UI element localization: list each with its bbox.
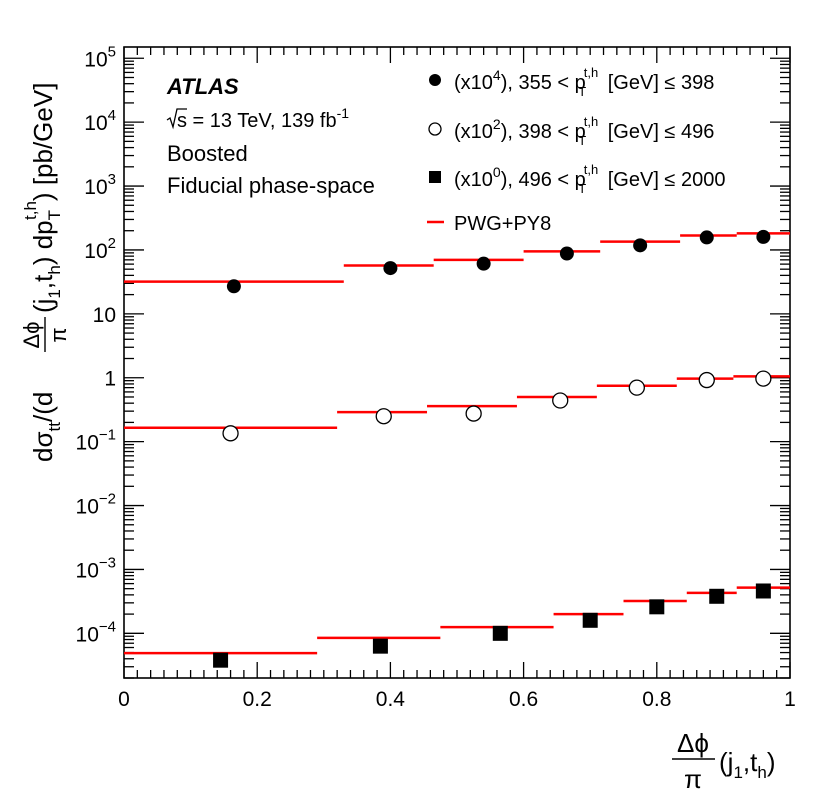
- data-point-open-circle: [628, 379, 645, 396]
- x-axis: 0 0.2 0.4 0.6 0.8 1: [118, 47, 796, 711]
- data-markers: [213, 229, 772, 668]
- data-point-filled-square: [492, 625, 508, 641]
- data-point-filled-square: [709, 588, 725, 604]
- y-tick-label: 10−3: [76, 554, 116, 582]
- y-tick-label: 105: [84, 43, 116, 71]
- data-point-filled-circle: [476, 256, 491, 271]
- x-label-denominator: π: [684, 764, 702, 794]
- fiducial-label: Fiducial phase-space: [167, 173, 375, 198]
- data-point-filled-square: [213, 652, 229, 668]
- sqrt-symbol: [166, 108, 187, 130]
- legend-entry-4: PWG+PY8: [454, 213, 551, 235]
- legend-marker-filled-square: [429, 171, 441, 183]
- y-axis: 10−4 10−3 10−2 10−1 1 10 102 103 104 105: [76, 43, 790, 679]
- y-label-text: dσtt/(d: [28, 392, 64, 462]
- y-axis-label: dσtt/(d Δϕ π (j1,th) dpTt,h) [pb/GeV]: [19, 83, 71, 462]
- y-tick-label: 10−2: [76, 491, 116, 519]
- x-label-args: (j1,th): [719, 747, 776, 782]
- data-point-open-circle: [698, 371, 715, 389]
- legend-entry-3: (x100), 496 < pt,h T [GeV] ≤ 2000: [454, 162, 725, 196]
- legend-marker-open-circle: [428, 122, 442, 136]
- data-point-filled-circle: [633, 238, 648, 253]
- legend-entry-1: (x104), 355 < pt,h T [GeV] ≤ 398: [454, 65, 714, 99]
- data-point-open-circle: [222, 425, 239, 442]
- y-label-frac-denominator: π: [46, 327, 71, 342]
- y-tick-label: 10−4: [76, 618, 116, 646]
- data-point-filled-square: [372, 638, 388, 654]
- y-tick-label: 1: [104, 368, 116, 391]
- y-tick-label: 102: [84, 235, 116, 263]
- energy-lumi-text: = 13 TeV, 139 fb: [187, 110, 337, 132]
- x-tick-label: 0: [118, 688, 130, 711]
- data-point-filled-square: [755, 583, 771, 599]
- legend: (x104), 355 < pt,h T [GeV] ≤ 398 (x102), …: [427, 65, 725, 235]
- y-tick-label: 104: [84, 107, 116, 135]
- boosted-label: Boosted: [167, 141, 248, 166]
- svg-text:s = 13 TeV, 139 fb-1: s = 13 TeV, 139 fb-1: [177, 105, 349, 132]
- data-point-open-circle: [465, 405, 482, 422]
- x-tick-label: 0.2: [243, 688, 272, 711]
- data-point-open-circle: [375, 408, 392, 425]
- legend-marker-filled-circle: [429, 74, 441, 86]
- x-tick-label: 0.6: [509, 688, 538, 711]
- legend-entry-2: (x102), 398 < pt,h T [GeV] ≤ 496: [454, 114, 714, 148]
- atlas-annotation: ATLAS s = 13 TeV, 139 fb-1 Boosted Fiduc…: [166, 74, 375, 198]
- x-label-numerator: Δϕ: [677, 728, 709, 758]
- energy-s: s: [177, 110, 187, 132]
- x-tick-label: 0.8: [642, 688, 671, 711]
- x-axis-label: Δϕ π (j1,th): [672, 728, 776, 794]
- data-point-filled-square: [582, 612, 598, 628]
- data-point-filled-circle: [699, 230, 714, 245]
- y-tick-label: 103: [84, 171, 116, 199]
- atlas-label: ATLAS: [166, 74, 239, 99]
- data-point-filled-circle: [756, 229, 771, 244]
- data-point-filled-square: [649, 599, 665, 615]
- data-point-filled-circle: [559, 246, 574, 261]
- data-point-filled-circle: [226, 279, 241, 294]
- data-point-open-circle: [552, 392, 569, 409]
- y-tick-label: 10: [93, 304, 116, 327]
- y-label-frac-numerator: Δϕ: [19, 321, 44, 348]
- x-tick-label: 1: [784, 688, 796, 711]
- energy-lumi-label: s = 13 TeV, 139 fb-1: [166, 105, 349, 132]
- x-tick-label: 0.4: [376, 688, 406, 711]
- data-point-filled-circle: [383, 261, 398, 276]
- data-point-open-circle: [755, 370, 772, 387]
- y-tick-label: 10−1: [76, 427, 116, 455]
- y-label-rest: (j1,th) dpTt,h) [pb/GeV]: [21, 83, 64, 313]
- lumi-exponent: -1: [337, 105, 350, 121]
